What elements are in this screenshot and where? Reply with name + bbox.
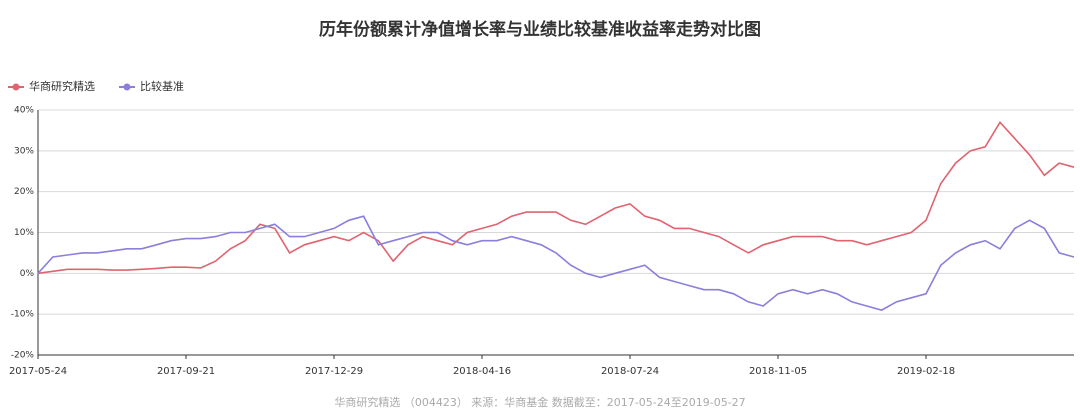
x-tick-label: 2017-05-24: [9, 366, 67, 377]
x-tick-label: 2019-02-18: [897, 366, 955, 377]
x-tick-label: 2018-07-24: [601, 366, 659, 377]
y-tick-label: 40%: [14, 106, 34, 116]
legend-label: 比较基准: [140, 79, 184, 93]
x-tick-label: 2018-04-16: [453, 366, 511, 377]
x-tick-label: 2017-12-29: [305, 366, 363, 377]
legend-swatch-dot: [123, 83, 131, 91]
y-tick-label: 10%: [14, 228, 34, 238]
y-tick-label: -10%: [11, 310, 35, 320]
y-tick-label: -20%: [11, 351, 35, 361]
series-line: [37, 120, 1075, 275]
y-tick-label: 20%: [14, 187, 34, 197]
series-line: [37, 215, 1075, 311]
footer: 华商研究精选 （004423） 来源：华商基金 数据截至：2017-05-24至…: [334, 395, 745, 409]
x-tick-label: 2018-11-05: [749, 366, 807, 377]
y-tick-label: 30%: [14, 146, 34, 156]
legend-label: 华商研究精选: [29, 79, 95, 93]
x-tick-label: 2017-09-21: [157, 366, 215, 377]
legend-swatch-dot: [12, 83, 20, 91]
y-tick-label: 0%: [20, 269, 35, 279]
chart-title: 历年份额累计净值增长率与业绩比较基准收益率走势对比图: [319, 19, 761, 40]
